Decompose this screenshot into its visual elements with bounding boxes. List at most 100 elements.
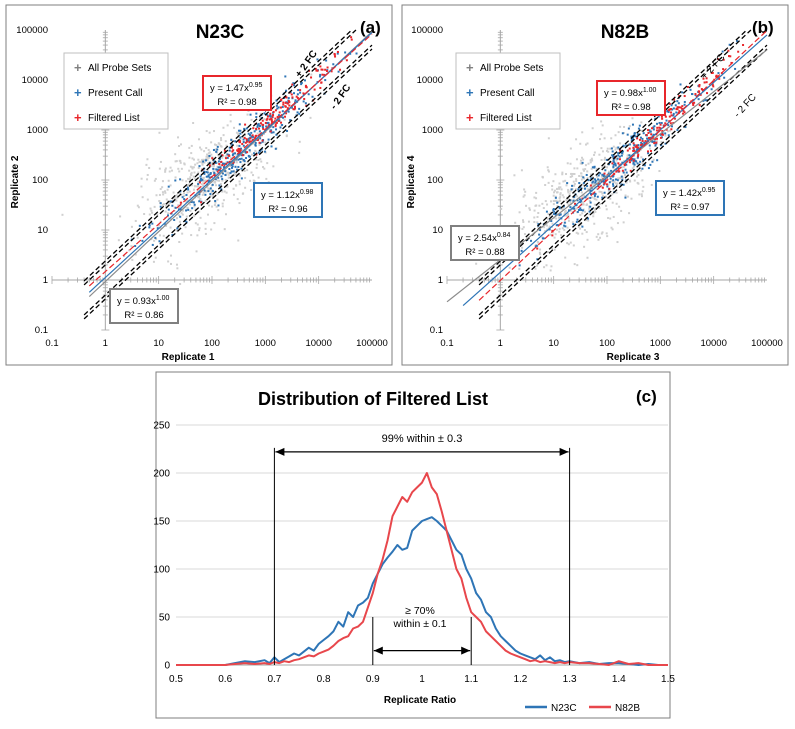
panel-a-point-all [241, 149, 244, 152]
panel-a-y-tick-label: 100000 [16, 25, 48, 36]
panel-b-point-all [635, 171, 638, 174]
panel-b-point-all [535, 204, 538, 207]
panel-b-point-all [612, 145, 615, 148]
panel-b-point-all [558, 197, 561, 200]
panel-a-point-all [141, 196, 144, 199]
panel-b-point-all [575, 138, 578, 141]
panel-b-point-all [565, 173, 568, 176]
panel-b-point-all [619, 125, 622, 128]
panel-a-point-all [197, 180, 200, 183]
panel-c-outer-label: 99% within ± 0.3 [382, 433, 463, 445]
panel-a-point-filtered [313, 88, 316, 91]
panel-a-point-present [198, 165, 201, 168]
panel-b-point-all [615, 202, 618, 205]
panel-c-inner-label-1: ≥ 70% [405, 605, 435, 617]
panel-a-x-tick-label: 0.1 [45, 338, 58, 349]
panel-a-point-present [185, 193, 188, 196]
panel-a-point-all [183, 192, 186, 195]
panel-b-point-present [550, 220, 553, 223]
panel-a-point-all [176, 267, 179, 270]
panel-b-point-all [587, 219, 590, 222]
panel-b-point-present [646, 137, 649, 140]
panel-b-eq-present-r2: R² = 0.97 [670, 202, 709, 213]
panel-a-point-all [258, 143, 261, 146]
panel-a-point-all [180, 212, 183, 215]
panel-a-point-all [249, 150, 252, 153]
panel-a-point-all [210, 228, 213, 231]
panel-a-point-all [210, 164, 213, 167]
panel-a-point-all [195, 250, 198, 253]
panel-b-point-all [631, 117, 634, 120]
panel-b-point-all [535, 191, 538, 194]
panel-b-point-present [665, 119, 668, 122]
panel-a-eq-present-text: y = 1.12x0.98 [261, 189, 314, 201]
panel-b-point-present [580, 209, 583, 212]
panel-b-point-all [559, 192, 562, 195]
panel-a-point-all [191, 166, 194, 169]
panel-b-point-present [597, 178, 600, 181]
panel-a-point-present [222, 166, 225, 169]
panel-b-point-filtered [618, 170, 621, 173]
panel-a-point-all [233, 172, 236, 175]
panel-b-fc-line-minus-outer [478, 48, 768, 320]
panel-b-point-all [607, 170, 610, 173]
panel-b-point-all [641, 190, 644, 193]
panel-b-point-all [591, 159, 594, 162]
panel-a-point-all [193, 171, 196, 174]
panel-b-point-present [578, 198, 581, 201]
panel-a-point-all [198, 210, 201, 213]
panel-a-point-all [166, 221, 169, 224]
panel-a-point-all [187, 177, 190, 180]
panel-b-point-all [567, 197, 570, 200]
panel-b-y-tick-label: 10 [432, 225, 443, 236]
panel-a-point-all [207, 178, 210, 181]
panel-b-point-filtered [647, 129, 650, 132]
panel-b-point-present [612, 160, 615, 163]
panel-b-point-present [590, 177, 593, 180]
panel-b-point-all [580, 201, 583, 204]
panel-b-point-present [605, 158, 608, 161]
panel-b-point-filtered [623, 164, 626, 167]
panel-b-point-all [655, 148, 658, 151]
panel-c-x-tick-label: 0.9 [366, 674, 380, 685]
panel-a-point-all [198, 160, 201, 163]
panel-b-point-present [620, 183, 623, 186]
panel-a-point-all [250, 153, 253, 156]
panel-a-point-filtered [259, 122, 262, 125]
panel-a-point-present [224, 170, 227, 173]
panel-c-x-tick-label: 0.7 [267, 674, 281, 685]
panel-a-point-all [208, 131, 211, 134]
panel-b-point-all [534, 244, 537, 247]
panel-a-point-all [218, 179, 221, 182]
panel-b-point-all [545, 224, 548, 227]
panel-b-point-all [570, 172, 573, 175]
panel-b-point-all [605, 149, 608, 152]
panel-b-point-all [600, 191, 603, 194]
panel-b-point-all [609, 197, 612, 200]
panel-a-point-all [145, 163, 148, 166]
panel-b-point-present [671, 108, 674, 111]
panel-b-eq-all: y = 2.54x0.84 R² = 0.88 [450, 225, 520, 261]
panel-a-point-filtered [254, 136, 257, 139]
panel-b-point-all [614, 134, 617, 137]
panel-a-point-all [235, 160, 238, 163]
panel-a-point-present [297, 89, 300, 92]
panel-a-point-all [198, 188, 201, 191]
panel-b-y-tick-label: 100000 [411, 25, 443, 36]
panel-b-point-all [593, 198, 596, 201]
panel-b-point-present [654, 144, 657, 147]
panel-b-point-present [666, 109, 669, 112]
panel-a-point-present [220, 175, 223, 178]
panel-a-point-present [259, 137, 262, 140]
panel-b-point-all [567, 191, 570, 194]
panel-a-point-all [174, 198, 177, 201]
panel-a-point-all [235, 131, 238, 134]
panel-a-point-all [153, 239, 156, 242]
panel-b-point-present [555, 224, 558, 227]
panel-b-point-all [590, 157, 593, 160]
panel-b-point-all [571, 172, 574, 175]
panel-b-point-all [599, 138, 602, 141]
panel-b-point-filtered [574, 202, 577, 205]
panel-a-x-tick-label: 1 [103, 338, 108, 349]
panel-a-point-all [309, 116, 312, 119]
